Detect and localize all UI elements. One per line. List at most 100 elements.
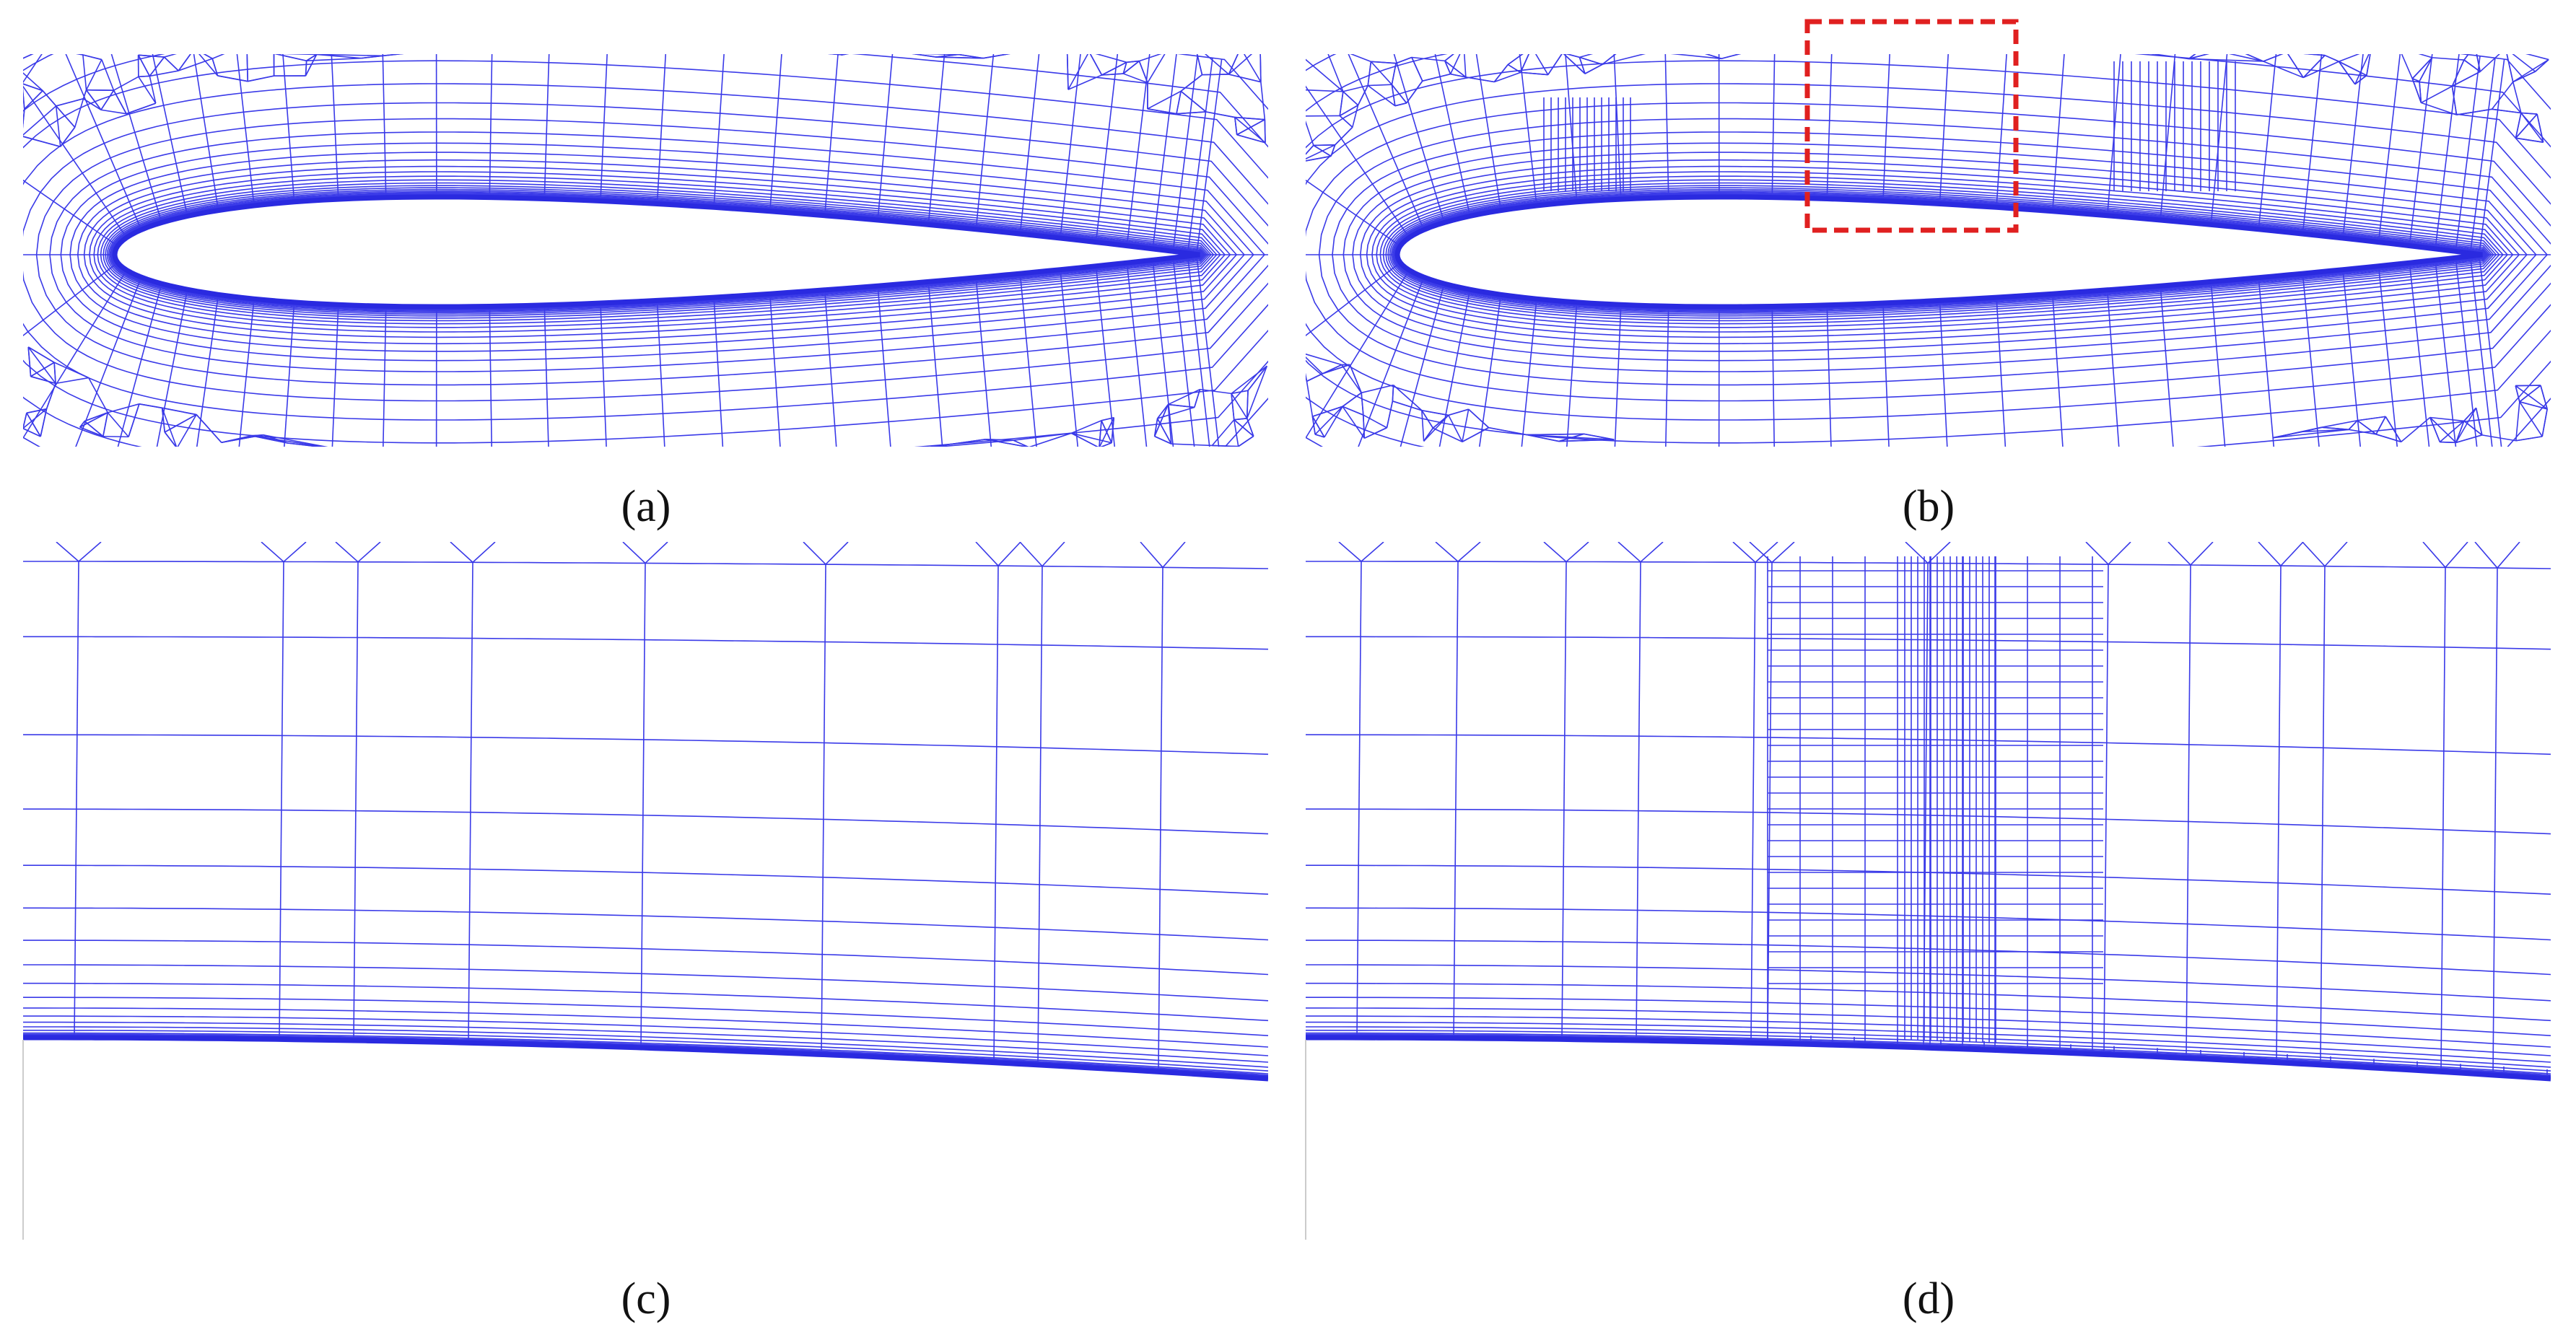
- mesh-triangle-edge: [1339, 115, 1353, 128]
- mesh-triangle-edge: [2357, 416, 2386, 421]
- mesh-triangle-edge: [1721, 54, 1742, 60]
- mesh-triangle-edge: [27, 346, 55, 363]
- mesh-triangle-edge: [1494, 71, 1521, 83]
- mesh-radial: [2320, 566, 2326, 1065]
- mesh-triangle-edge: [1260, 82, 1266, 120]
- mesh-triangle-edge: [1421, 409, 1449, 416]
- mesh-layer: [23, 808, 1268, 835]
- mesh-radial: [2210, 281, 2226, 447]
- mesh-triangle-edge: [2491, 82, 2514, 110]
- mesh-triangle-edge: [764, 47, 815, 53]
- mesh-layer: [1306, 864, 2551, 895]
- mesh-triangle-edge: [2476, 54, 2481, 72]
- mesh-triangle-edge: [1070, 432, 1099, 447]
- mesh-triangle-edge: [1579, 54, 1594, 58]
- mesh-radial: [2409, 54, 2433, 246]
- mesh-triangle-edge: [1450, 73, 1466, 78]
- mesh-triangle-edge: [2506, 54, 2514, 82]
- mesh-triangle-edge: [1234, 117, 1238, 135]
- mesh-triangle-edge: [203, 54, 213, 59]
- mesh-layer: [1306, 1033, 2551, 1076]
- mesh-radial: [110, 54, 162, 223]
- mesh-triangle-edge: [55, 377, 89, 385]
- mesh-triangle-edge: [432, 50, 481, 51]
- mesh-triangle-edge: [1204, 54, 1229, 75]
- mesh-radial: [1882, 54, 1890, 201]
- mesh-triangle-edge: [2520, 112, 2538, 115]
- mesh-triangle-edge: [2263, 54, 2284, 62]
- mesh-triangle-edge: [2385, 416, 2402, 442]
- mesh-fork: [2324, 542, 2348, 567]
- mesh-triangle-edge: [88, 377, 108, 413]
- mesh-triangle-edge: [2512, 71, 2536, 83]
- mesh-triangle-edge: [2411, 78, 2422, 103]
- mesh-triangle-edge: [690, 45, 764, 47]
- mesh-triangle-edge: [2411, 78, 2420, 82]
- mesh-triangle-edge: [1361, 393, 1364, 416]
- mesh-triangle-edge: [515, 49, 590, 50]
- mesh-triangle-edge: [2475, 408, 2483, 436]
- mesh-triangle-edge: [113, 89, 127, 115]
- mesh-triangle-edge: [2188, 58, 2263, 62]
- mesh-radial: [2342, 269, 2362, 447]
- mesh-triangle-edge: [164, 432, 177, 447]
- mesh-triangle-edge: [2375, 416, 2386, 435]
- mesh-radial: [1196, 255, 1220, 447]
- mesh-triangle-edge: [248, 75, 274, 82]
- mesh-triangle-edge: [1342, 406, 1365, 439]
- mesh-triangle-edge: [1168, 403, 1195, 408]
- mesh-triangle-edge: [1342, 91, 1359, 106]
- mesh-triangle-edge: [100, 109, 127, 115]
- mesh-fork: [825, 542, 849, 565]
- mesh-triangle-edge: [2302, 55, 2326, 79]
- mesh-radial: [1636, 561, 1641, 1041]
- mesh-triangle-edge: [1391, 84, 1407, 104]
- mesh-triangle-edge: [2515, 436, 2543, 442]
- mesh-radial: [23, 85, 128, 238]
- mesh-triangle-edge: [1313, 144, 1335, 146]
- mesh-triangle-edge: [1507, 64, 1521, 74]
- mesh-triangle-edge: [2515, 137, 2544, 143]
- mesh-triangle-edge: [2439, 420, 2465, 443]
- mesh-radial: [2455, 258, 2478, 447]
- mesh-triangle-edge: [53, 362, 89, 379]
- mesh-triangle-edge: [2419, 81, 2422, 103]
- mesh-radial: [1453, 561, 1459, 1038]
- mesh-triangle-edge: [2432, 57, 2464, 61]
- mesh-triangle-edge: [2245, 54, 2264, 62]
- mesh-triangle-edge: [23, 427, 41, 437]
- mesh-triangle-edge: [2475, 45, 2505, 48]
- mesh-radial: [353, 561, 359, 1041]
- mesh-radial: [1826, 305, 1832, 447]
- mesh-radial: [2409, 263, 2430, 447]
- mesh-triangle-edge: [2150, 54, 2189, 60]
- mesh-fork: [283, 542, 307, 563]
- mesh-triangle-edge: [30, 375, 56, 385]
- mesh-triangle-edge: [83, 98, 102, 110]
- mesh-triangle-edge: [2519, 401, 2548, 410]
- mesh-radial: [331, 54, 339, 200]
- mesh-triangle-edge: [1464, 54, 1467, 77]
- mesh: [1306, 542, 2551, 1082]
- mesh-fork: [1749, 542, 1773, 563]
- mesh-triangle-edge: [23, 72, 43, 92]
- mesh-triangle-edge: [2354, 54, 2370, 85]
- mesh-layer: [1306, 940, 2551, 976]
- mesh-triangle-edge: [1423, 414, 1449, 442]
- mesh-triangle-edge: [1029, 432, 1072, 447]
- panel-label: (c): [621, 1274, 671, 1323]
- mesh-fork: [2085, 542, 2109, 565]
- mesh-fork: [1927, 542, 1951, 564]
- mesh-triangle-edge: [2512, 54, 2536, 72]
- mesh-triangle-edge: [1444, 60, 1467, 78]
- mesh-triangle-edge: [2366, 54, 2371, 76]
- mesh-radial: [769, 294, 781, 447]
- mesh-triangle-edge: [1042, 49, 1067, 51]
- mesh-triangle-edge: [1653, 50, 1694, 51]
- mesh-triangle-edge: [1423, 427, 1434, 442]
- mesh-triangle-edge: [1421, 410, 1425, 442]
- mesh-triangle-edge: [816, 48, 876, 53]
- mesh-triangle-edge: [1228, 54, 1239, 75]
- mesh-triangle-edge: [101, 59, 115, 91]
- mesh-triangle-edge: [40, 408, 48, 437]
